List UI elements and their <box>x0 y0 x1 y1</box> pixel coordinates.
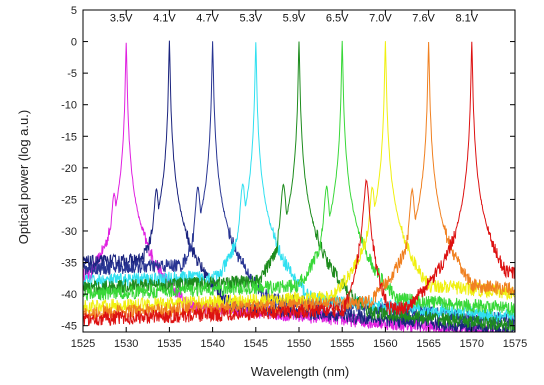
series-annotation: 8.1V <box>455 12 478 24</box>
y-axis-label: Optical power (log a.u.) <box>16 110 31 244</box>
series-line-5-9V <box>83 41 515 332</box>
x-tick-label: 1560 <box>373 338 397 350</box>
x-tick-label: 1530 <box>114 338 138 350</box>
chart-axes <box>82 9 516 333</box>
y-tick-label: -25 <box>61 194 77 206</box>
x-tick-label: 1575 <box>503 338 527 350</box>
series-line-7-6V <box>83 41 515 320</box>
series-curves <box>83 40 515 332</box>
series-annotation: 5.9V <box>283 12 306 24</box>
x-tick-label: 1525 <box>71 338 95 350</box>
series-annotation: 3.5V <box>110 12 133 24</box>
y-tick-label: -20 <box>61 163 77 175</box>
y-tick-label: -15 <box>61 131 77 143</box>
y-tick-label: -5 <box>67 68 77 80</box>
series-line-7-0V <box>83 41 515 314</box>
series-annotation: 7.0V <box>369 12 392 24</box>
y-tick-label: -10 <box>61 100 77 112</box>
x-tick-label: 1535 <box>157 338 181 350</box>
x-tick-label: 1555 <box>330 338 354 350</box>
y-tick-label: -45 <box>61 321 77 333</box>
x-axis-label: Wavelength (nm) <box>251 364 350 379</box>
series-annotation: 5.3V <box>239 12 262 24</box>
series-annotations: 3.5V 4.1V 4.7V 5.3V 5.9V 6.5V 7.0V 7.6V 8.1V <box>110 12 479 24</box>
tick-labels: 1525 1530 1535 1540 1545 1550 1555 1560 1565 1570… <box>61 5 527 350</box>
y-tick-label: 0 <box>71 37 77 49</box>
y-tick-label: 5 <box>71 5 77 17</box>
x-tick-label: 1550 <box>287 338 311 350</box>
x-tick-label: 1540 <box>200 338 224 350</box>
series-annotation: 4.7V <box>196 12 219 24</box>
series-line-5-3V <box>83 42 515 324</box>
series-annotation: 6.5V <box>326 12 349 24</box>
y-tick-label: -30 <box>61 226 77 238</box>
series-annotation: 7.6V <box>412 12 435 24</box>
x-tick-label: 1565 <box>416 338 440 350</box>
y-tick-label: -35 <box>61 258 77 270</box>
x-tick-label: 1570 <box>460 338 484 350</box>
y-tick-label: -40 <box>61 289 77 301</box>
x-tick-label: 1545 <box>244 338 268 350</box>
series-line-8-1V <box>83 41 515 327</box>
series-annotation: 4.1V <box>153 12 176 24</box>
